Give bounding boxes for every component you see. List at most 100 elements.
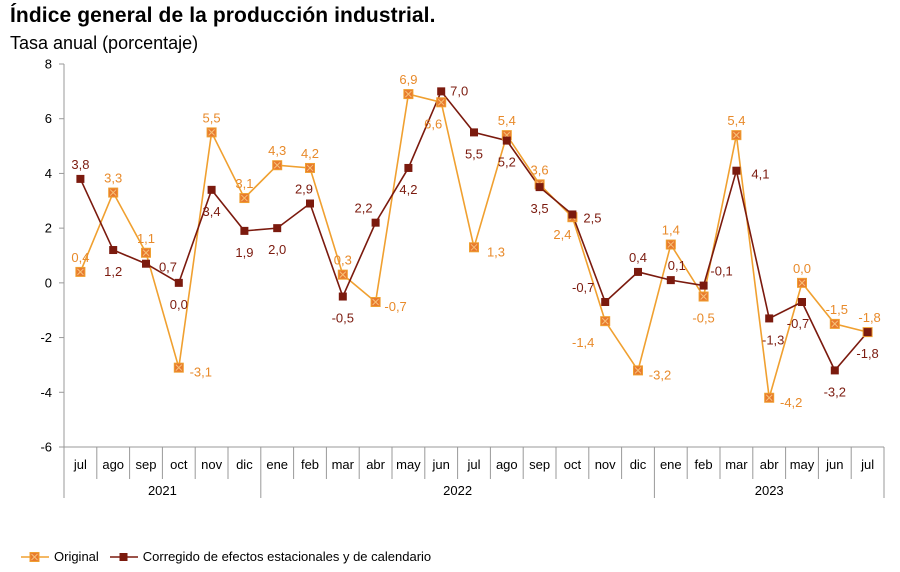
data-label-original: -4,2	[780, 395, 802, 410]
data-label-corrected: 5,2	[498, 155, 516, 170]
x-tick-label: oct	[564, 457, 582, 472]
data-point-corrected	[830, 366, 839, 375]
data-label-original: 5,4	[498, 113, 516, 128]
x-year-label: 2023	[755, 483, 784, 498]
marker-cross	[601, 317, 609, 325]
legend-label-original: Original	[54, 549, 99, 564]
data-point-corrected	[535, 183, 544, 192]
data-point-original	[829, 318, 840, 329]
y-tick-label: 0	[45, 275, 52, 290]
data-label-original: 1,1	[137, 231, 155, 246]
data-point-corrected	[601, 298, 610, 307]
marker-cross	[142, 249, 150, 257]
data-point-original	[797, 277, 807, 288]
data-label-corrected: -0,7	[572, 280, 594, 295]
data-label-corrected: 0,1	[668, 258, 686, 273]
marker-cross	[634, 367, 642, 374]
data-label-original: 1,4	[662, 223, 680, 238]
data-label-corrected: 5,5	[465, 146, 483, 161]
x-tick-label: dic	[630, 457, 647, 472]
data-label-corrected: 1,2	[104, 264, 122, 279]
data-label-original: -0,7	[384, 299, 406, 314]
data-point-original	[239, 193, 250, 204]
data-label-corrected: 0,0	[170, 297, 188, 312]
marker-cross	[208, 129, 215, 136]
data-point-corrected	[437, 87, 446, 96]
data-point-original	[600, 316, 611, 327]
data-point-corrected	[863, 328, 872, 337]
data-point-corrected	[765, 314, 774, 323]
data-point-corrected	[240, 226, 249, 235]
data-label-original: 3,1	[235, 176, 253, 191]
data-point-corrected	[109, 246, 118, 255]
marker-cross	[77, 268, 84, 276]
data-label-original: 4,2	[301, 146, 319, 161]
data-label-corrected: 3,8	[71, 157, 89, 172]
marker-cross	[470, 243, 478, 251]
x-tick-label: may	[790, 457, 815, 472]
data-point-corrected	[470, 128, 478, 137]
marker-cross	[733, 131, 740, 139]
marker-cross	[339, 271, 347, 279]
data-label-corrected: 2,9	[295, 182, 313, 197]
marker-cross	[306, 164, 314, 172]
x-tick-label: nov	[595, 457, 616, 472]
marker-cross	[109, 189, 117, 196]
data-label-original: 3,6	[531, 162, 549, 177]
marker-cross	[175, 364, 183, 372]
x-tick-label: mar	[332, 457, 355, 472]
x-tick-label: abr	[366, 457, 385, 472]
data-label-corrected: 4,1	[751, 167, 769, 182]
legend-swatch-original	[21, 551, 49, 562]
data-point-corrected	[338, 292, 347, 301]
x-tick-label: feb	[301, 457, 319, 472]
legend-label-corrected: Corregido de efectos estacionales y de c…	[142, 549, 432, 564]
x-tick-label: may	[396, 457, 421, 472]
y-tick-label: 6	[45, 111, 52, 126]
data-point-corrected	[666, 276, 675, 285]
data-label-original: 0,0	[793, 261, 811, 276]
data-label-corrected: 3,4	[203, 204, 221, 219]
chart-subtitle: Tasa anual (porcentaje)	[10, 33, 199, 53]
data-point-corrected	[273, 224, 282, 233]
x-tick-label: ene	[660, 457, 682, 472]
data-point-original	[272, 160, 283, 171]
data-label-original: 5,4	[727, 113, 745, 128]
data-label-corrected: -3,2	[824, 384, 846, 399]
data-label-corrected: -0,7	[787, 316, 809, 331]
x-tick-label: feb	[695, 457, 713, 472]
data-point-original	[764, 392, 775, 403]
data-label-original: -0,5	[692, 311, 714, 326]
x-tick-label: dic	[236, 457, 253, 472]
data-point-original	[731, 130, 742, 141]
data-label-original: -1,8	[858, 310, 880, 325]
data-label-original: -3,2	[649, 367, 671, 382]
y-tick-label: -2	[40, 330, 52, 345]
data-point-corrected	[306, 199, 314, 208]
marker-cross	[405, 90, 412, 98]
marker-cross	[831, 320, 839, 328]
data-point-original	[698, 291, 709, 302]
x-year-label: 2021	[148, 483, 177, 498]
y-tick-label: -6	[40, 440, 52, 455]
data-point-corrected	[568, 210, 577, 219]
data-point-original	[633, 365, 643, 376]
data-point-corrected	[404, 163, 413, 172]
data-point-original	[141, 247, 151, 258]
data-label-corrected: 3,5	[531, 201, 549, 216]
data-point-corrected	[371, 218, 380, 227]
data-label-original: 0,3	[334, 253, 352, 268]
data-label-corrected: 2,5	[583, 210, 601, 225]
data-point-corrected	[634, 267, 642, 276]
legend-swatch-corrected	[109, 552, 138, 561]
data-point-original	[108, 187, 119, 198]
x-tick-label: sep	[136, 457, 157, 472]
data-point-original	[436, 97, 447, 108]
data-point-corrected	[699, 281, 708, 290]
x-tick-label: jun	[432, 457, 450, 472]
data-label-corrected: 7,0	[450, 83, 468, 98]
chart-legend: Original Corregido de efectos estacional…	[20, 549, 441, 564]
y-tick-label: 8	[45, 57, 52, 72]
data-point-original	[206, 127, 217, 138]
marker-cross	[437, 98, 445, 106]
